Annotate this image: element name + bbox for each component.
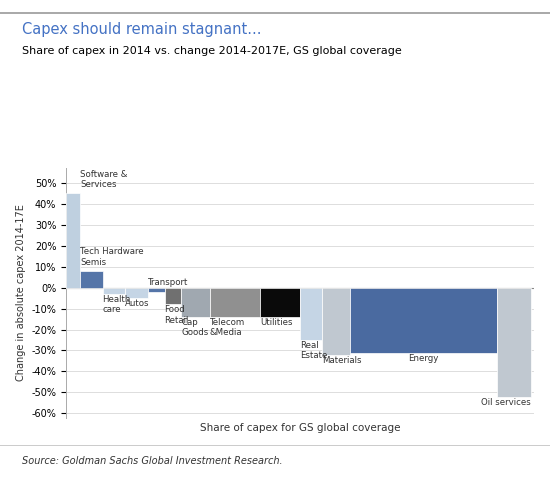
Text: Share of capex in 2014 vs. change 2014-2017E, GS global coverage: Share of capex in 2014 vs. change 2014-2… [22,46,401,56]
Text: Health
care: Health care [103,295,131,314]
Bar [164,288,182,304]
Bar [350,288,497,353]
Text: Autos: Autos [125,299,150,308]
Text: Energy: Energy [409,354,439,362]
Y-axis label: Change in absolute capex 2014-17E: Change in absolute capex 2014-17E [16,204,26,381]
Bar [322,288,350,355]
Text: Capex should remain stagnant...: Capex should remain stagnant... [22,22,261,36]
Bar [300,288,322,340]
Bar [497,288,531,396]
Text: Food
Retail: Food Retail [164,305,189,325]
Bar [182,288,210,317]
Text: Materials: Materials [322,356,362,365]
Bar [80,271,103,288]
Text: Software &
Services: Software & Services [80,169,128,189]
Text: Tech Hardware
Semis: Tech Hardware Semis [80,247,144,266]
Bar [66,193,80,288]
Bar [147,288,164,292]
Bar [125,288,147,298]
Text: Transport: Transport [147,277,188,287]
Text: Telecom
&Media: Telecom &Media [210,318,245,337]
Text: Oil services: Oil services [481,397,531,407]
Bar [210,288,260,317]
Text: Real
Estate: Real Estate [300,341,327,360]
Text: Utilities: Utilities [260,318,293,327]
Text: Source: Goldman Sachs Global Investment Research.: Source: Goldman Sachs Global Investment … [22,456,283,466]
X-axis label: Share of capex for GS global coverage: Share of capex for GS global coverage [200,423,400,433]
Bar [103,288,125,294]
Bar [260,288,300,317]
Text: Cap
Goods: Cap Goods [182,318,208,337]
